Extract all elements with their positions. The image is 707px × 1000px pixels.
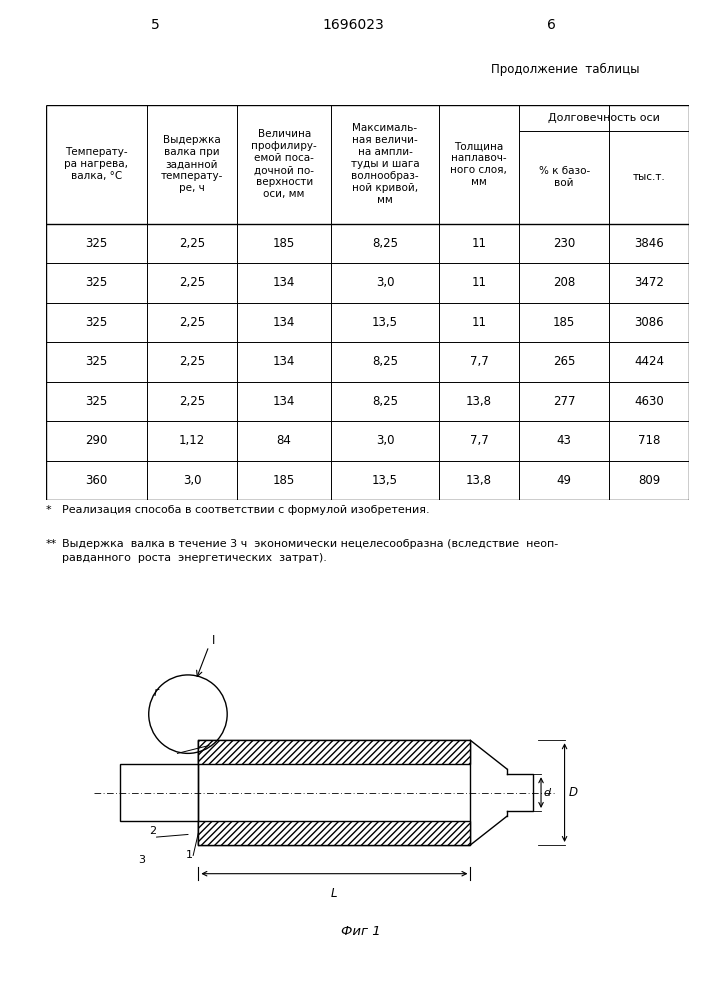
Text: r: r bbox=[154, 686, 159, 699]
Text: 325: 325 bbox=[86, 395, 107, 408]
Bar bbox=[199, 821, 470, 845]
Text: 7,7: 7,7 bbox=[469, 434, 489, 447]
Text: 3: 3 bbox=[139, 855, 145, 865]
Text: 49: 49 bbox=[556, 474, 572, 487]
Bar bbox=[199, 740, 470, 845]
Text: 2,25: 2,25 bbox=[179, 316, 205, 329]
Text: 3472: 3472 bbox=[634, 276, 665, 289]
Text: 2,25: 2,25 bbox=[179, 276, 205, 289]
Text: 265: 265 bbox=[553, 355, 575, 368]
Text: 185: 185 bbox=[273, 237, 296, 250]
Text: d: d bbox=[544, 788, 551, 798]
Bar bbox=[199, 740, 470, 764]
Text: 325: 325 bbox=[86, 355, 107, 368]
Text: 4424: 4424 bbox=[634, 355, 665, 368]
Text: 2,25: 2,25 bbox=[179, 355, 205, 368]
Text: 230: 230 bbox=[553, 237, 575, 250]
Text: 277: 277 bbox=[553, 395, 575, 408]
Text: Максималь-
ная величи-
на ампли-
туды и шага
волнообраз-
ной кривой,
мм: Максималь- ная величи- на ампли- туды и … bbox=[351, 123, 419, 205]
Text: 134: 134 bbox=[273, 395, 296, 408]
Text: 325: 325 bbox=[86, 316, 107, 329]
Text: 809: 809 bbox=[638, 474, 660, 487]
Text: Выдержка  валка в течение 3 ч  экономически нецелесообразна (вследствие  неоп-
р: Выдержка валка в течение 3 ч экономическ… bbox=[62, 539, 559, 563]
Text: 84: 84 bbox=[276, 434, 291, 447]
Text: 3846: 3846 bbox=[634, 237, 664, 250]
Text: 1696023: 1696023 bbox=[322, 18, 385, 32]
Text: 8,25: 8,25 bbox=[372, 395, 398, 408]
Text: 290: 290 bbox=[86, 434, 107, 447]
Text: 134: 134 bbox=[273, 276, 296, 289]
Text: Величина
профилиру-
емой поса-
дочной по-
верхности
оси, мм: Величина профилиру- емой поса- дочной по… bbox=[251, 129, 317, 199]
Text: 325: 325 bbox=[86, 276, 107, 289]
Text: 3,0: 3,0 bbox=[183, 474, 201, 487]
Text: 11: 11 bbox=[472, 237, 486, 250]
Text: 13,5: 13,5 bbox=[372, 474, 398, 487]
Text: 8,25: 8,25 bbox=[372, 355, 398, 368]
Text: 325: 325 bbox=[86, 237, 107, 250]
Text: тыс.т.: тыс.т. bbox=[633, 172, 666, 182]
Text: Выдержка
валка при
заданной
температу-
ре, ч: Выдержка валка при заданной температу- р… bbox=[160, 135, 223, 193]
Text: 3,0: 3,0 bbox=[376, 434, 395, 447]
Text: 208: 208 bbox=[553, 276, 575, 289]
Text: 1,12: 1,12 bbox=[179, 434, 205, 447]
Text: Фиг 1: Фиг 1 bbox=[341, 925, 380, 938]
Text: 134: 134 bbox=[273, 316, 296, 329]
Text: Продолжение  таблицы: Продолжение таблицы bbox=[491, 63, 640, 76]
Text: 11: 11 bbox=[472, 276, 486, 289]
Text: 5: 5 bbox=[151, 18, 160, 32]
Text: Реализация способа в соответствии с формулой изобретения.: Реализация способа в соответствии с форм… bbox=[62, 505, 430, 515]
Text: 7,7: 7,7 bbox=[469, 355, 489, 368]
Text: 13,8: 13,8 bbox=[466, 395, 492, 408]
Text: 11: 11 bbox=[472, 316, 486, 329]
Text: 134: 134 bbox=[273, 355, 296, 368]
Text: 6: 6 bbox=[547, 18, 556, 32]
Text: 3,0: 3,0 bbox=[376, 276, 395, 289]
Text: I: I bbox=[211, 634, 215, 647]
Text: 13,8: 13,8 bbox=[466, 474, 492, 487]
Text: 2,25: 2,25 bbox=[179, 395, 205, 408]
Text: 43: 43 bbox=[556, 434, 571, 447]
Text: 2,25: 2,25 bbox=[179, 237, 205, 250]
Text: 13,5: 13,5 bbox=[372, 316, 398, 329]
Text: 185: 185 bbox=[553, 316, 575, 329]
Text: **: ** bbox=[46, 539, 57, 549]
Text: 185: 185 bbox=[273, 474, 296, 487]
Text: 2: 2 bbox=[148, 826, 156, 836]
Text: Долговечность оси: Долговечность оси bbox=[548, 113, 660, 123]
Text: 1: 1 bbox=[185, 850, 192, 860]
Text: Толщина
наплавоч-
ного слоя,
мм: Толщина наплавоч- ного слоя, мм bbox=[450, 141, 508, 187]
Text: *: * bbox=[46, 505, 52, 515]
Text: % к базо-
вой: % к базо- вой bbox=[539, 166, 590, 188]
Text: 360: 360 bbox=[86, 474, 107, 487]
Text: Температу-
ра нагрева,
валка, °C: Температу- ра нагрева, валка, °C bbox=[64, 147, 129, 181]
Text: 3086: 3086 bbox=[634, 316, 664, 329]
Text: L: L bbox=[331, 887, 338, 900]
Text: 4630: 4630 bbox=[634, 395, 664, 408]
Bar bbox=[120, 764, 199, 821]
Text: 718: 718 bbox=[638, 434, 660, 447]
Text: D: D bbox=[568, 786, 578, 799]
Text: 8,25: 8,25 bbox=[372, 237, 398, 250]
